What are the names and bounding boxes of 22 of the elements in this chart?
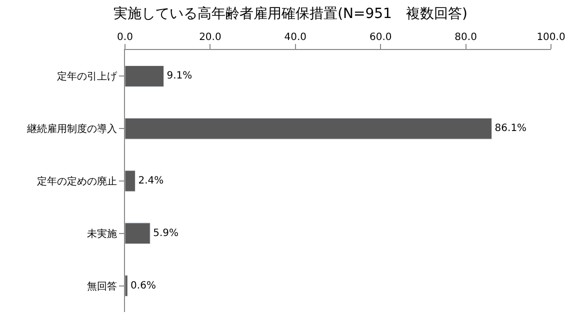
- bar: [125, 118, 492, 140]
- x-tick-label: 0.0: [117, 32, 133, 43]
- data-label: 9.1%: [166, 70, 192, 82]
- x-tick-label: 20.0: [199, 32, 222, 43]
- data-label: 5.9%: [153, 228, 179, 239]
- chart-title: 実施している高年齢者雇用確保措置(N=951 複数回答): [114, 6, 468, 22]
- y-tick-label: 定年の定めの廃止: [37, 176, 117, 188]
- bar: [125, 65, 164, 87]
- bar: [125, 222, 150, 244]
- y-tick-label: 無回答: [87, 280, 117, 292]
- x-tick-label: 80.0: [454, 32, 477, 43]
- data-label: 86.1%: [494, 123, 527, 134]
- y-tick-label: 未実施: [87, 228, 117, 240]
- bar: [125, 170, 136, 192]
- data-label: 2.4%: [138, 176, 164, 186]
- y-tick-label: 継続雇用制度の導入: [26, 123, 117, 136]
- x-tick-label: 40.0: [284, 32, 307, 43]
- x-tick-label: 60.0: [369, 32, 392, 43]
- bar: [125, 275, 128, 297]
- data-label: 0.6%: [130, 280, 156, 292]
- x-tick-label: 100.0: [536, 32, 566, 43]
- y-tick-label: 定年の引上げ: [57, 70, 118, 83]
